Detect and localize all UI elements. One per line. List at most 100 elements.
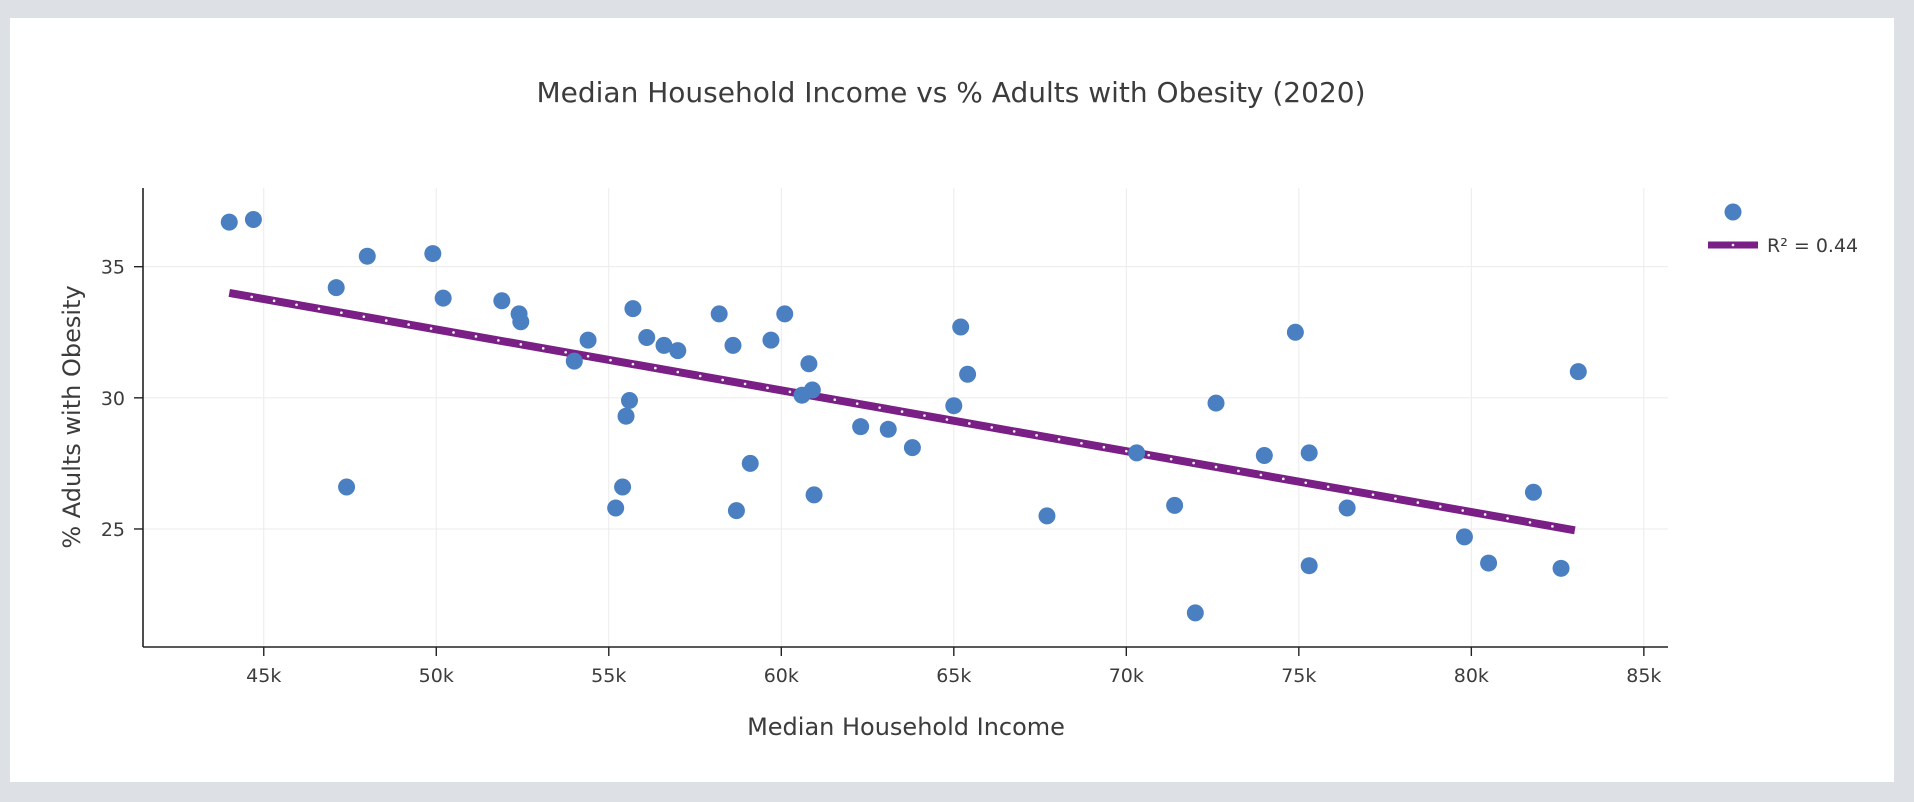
x-tick-label: 55k: [591, 665, 626, 687]
data-point: [1524, 483, 1542, 501]
data-point: [959, 365, 977, 383]
trendline-dot: [295, 303, 298, 307]
data-point: [607, 499, 625, 517]
y-axis-ticks: 25 30 35: [101, 257, 143, 541]
y-tick-label: 30: [101, 388, 125, 410]
trendline-dot: [1349, 489, 1352, 493]
data-point: [1207, 394, 1225, 412]
data-point: [565, 352, 583, 370]
x-tick-label: 50k: [419, 665, 454, 687]
trendline-dot: [676, 370, 680, 374]
trendline-dot: [272, 299, 276, 303]
trendline-dot: [766, 386, 769, 390]
trendline-dot: [788, 390, 792, 394]
data-point: [879, 420, 897, 438]
data-point: [1455, 528, 1473, 546]
trendline-dot: [1080, 441, 1083, 445]
grid-lines: [143, 188, 1668, 647]
trendline-dot: [1169, 457, 1173, 461]
trendline-dot: [250, 295, 253, 299]
data-point: [434, 289, 452, 307]
data-point: [852, 418, 870, 436]
data-point: [669, 342, 687, 360]
trendline-dot: [1214, 465, 1218, 469]
trendline-dot: [968, 422, 971, 425]
trendline-dot: [1125, 449, 1128, 453]
trendline-dot: [407, 323, 410, 326]
data-point: [952, 318, 970, 336]
trendline-dot: [990, 426, 994, 429]
trendline-dot: [1326, 485, 1330, 489]
data-point: [710, 305, 728, 323]
data-point: [1255, 447, 1273, 465]
trendline-dot: [1035, 434, 1038, 437]
data-point: [805, 486, 823, 504]
data-point: [338, 478, 356, 496]
data-point: [724, 336, 742, 354]
data-point: [614, 478, 632, 496]
x-tick-label: 75k: [1281, 665, 1316, 687]
trendline-dot: [1259, 473, 1263, 477]
data-point: [358, 247, 376, 265]
trendline-dot: [1281, 477, 1285, 481]
trendline-dot: [1192, 461, 1195, 465]
trendline-dot: [855, 402, 859, 405]
data-point: [762, 331, 780, 349]
trendline-dot: [878, 406, 881, 409]
legend-label: R² = 0.44: [1767, 235, 1858, 257]
data-point: [803, 381, 821, 399]
trendline-dot: [923, 414, 926, 417]
data-point: [903, 439, 921, 457]
data-point: [220, 213, 238, 231]
y-tick-label: 35: [101, 257, 125, 279]
data-point: [638, 329, 656, 347]
data-point: [1300, 444, 1318, 462]
x-tick-label: 80k: [1454, 665, 1489, 687]
data-point: [1552, 559, 1570, 577]
data-point: [1480, 554, 1498, 572]
trendline-dot: [1371, 493, 1375, 496]
data-point: [1186, 604, 1204, 622]
trendline-dot: [497, 339, 500, 342]
data-point: [655, 336, 673, 354]
trendline-dot: [654, 366, 657, 370]
chart-title: Median Household Income vs % Adults with…: [536, 76, 1365, 109]
data-point: [617, 407, 635, 425]
data-point: [424, 245, 442, 263]
data-point: [800, 355, 818, 373]
trendline-dot: [586, 354, 590, 358]
trendline-dot: [609, 358, 612, 362]
x-tick-label: 70k: [1109, 665, 1144, 687]
trendline-dot: [1416, 501, 1420, 504]
trendline-dot: [743, 382, 747, 386]
data-point: [1286, 323, 1304, 341]
trendline-dot: [698, 374, 702, 378]
trendline-dot: [1394, 497, 1397, 500]
trendline-dot: [1237, 469, 1240, 473]
data-point: [512, 313, 530, 331]
data-point: [727, 502, 745, 520]
data-point: [1166, 496, 1184, 514]
trendline-dot: [1551, 525, 1554, 528]
trendline-dot: [362, 315, 366, 318]
x-tick-label: 45k: [246, 665, 281, 687]
trendline-dot: [317, 307, 321, 311]
trendline-dot: [1102, 445, 1106, 449]
data-point: [579, 331, 597, 349]
trendline-dot: [1304, 481, 1308, 485]
trendline-dot: [474, 335, 478, 338]
trendline-dot: [721, 378, 724, 382]
trendline-dot: [1438, 505, 1442, 508]
trendline-layer: [228, 288, 1576, 535]
trendline-dot: [1012, 430, 1016, 433]
data-point: [741, 454, 759, 472]
x-tick-label: 65k: [936, 665, 971, 687]
data-point: [327, 279, 345, 297]
trendline-dot: [519, 343, 523, 346]
data-point: [493, 292, 511, 310]
legend: R² = 0.44: [1708, 203, 1858, 257]
legend-point-marker: [1724, 203, 1742, 221]
trendline-dot: [541, 347, 545, 350]
data-point: [1128, 444, 1146, 462]
trendline-dot: [945, 418, 949, 421]
